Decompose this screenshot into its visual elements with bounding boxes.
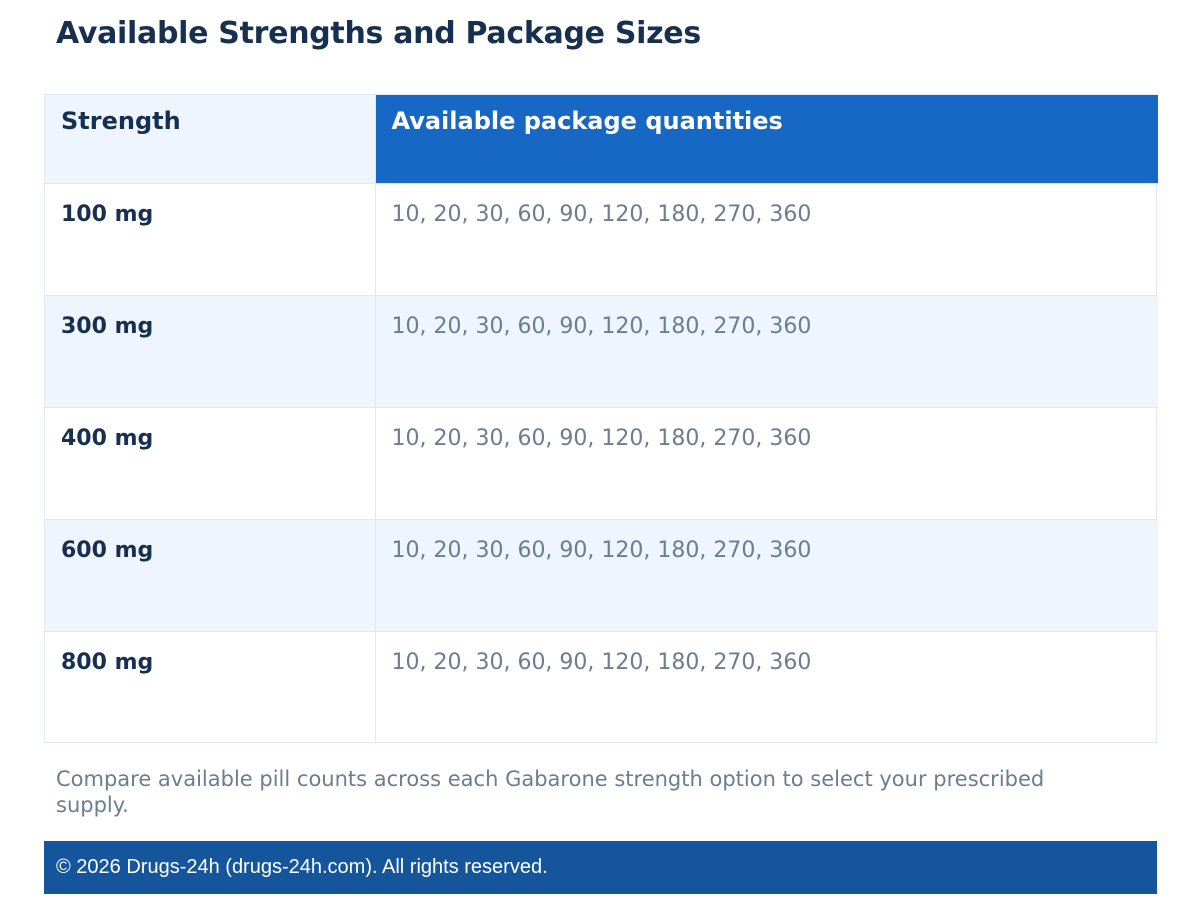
strength-cell: 800 mg: [45, 631, 376, 743]
table-caption: Compare available pill counts across eac…: [56, 767, 1045, 817]
strength-cell: 600 mg: [45, 519, 376, 632]
strength-cell: 100 mg: [45, 183, 376, 296]
table-row: 100 mg 10, 20, 30, 60, 90, 120, 180, 270…: [45, 183, 1158, 296]
table-row: 300 mg 10, 20, 30, 60, 90, 120, 180, 270…: [45, 295, 1158, 408]
page-footer: © 2026 Drugs-24h (drugs-24h.com). All ri…: [44, 841, 1157, 894]
table-row: 400 mg 10, 20, 30, 60, 90, 120, 180, 270…: [45, 407, 1158, 520]
strength-cell: 300 mg: [45, 295, 376, 408]
page-title: Available Strengths and Package Sizes: [56, 16, 701, 51]
quantities-cell: 10, 20, 30, 60, 90, 120, 180, 270, 360: [391, 649, 812, 675]
table-row: 800 mg 10, 20, 30, 60, 90, 120, 180, 270…: [45, 631, 1158, 743]
column-header-strength: Strength: [45, 95, 376, 184]
quantities-cell: 10, 20, 30, 60, 90, 120, 180, 270, 360: [375, 183, 1158, 296]
strengths-table-container: Strength Available package quantities 10…: [44, 94, 1158, 743]
column-header-quantities: Available package quantities: [375, 95, 1158, 184]
copyright-text: © 2026 Drugs-24h (drugs-24h.com). All ri…: [56, 856, 548, 878]
quantities-cell: 10, 20, 30, 60, 90, 120, 180, 270, 360: [375, 519, 1158, 632]
strengths-table: Strength Available package quantities 10…: [45, 95, 1158, 743]
quantities-cell: 10, 20, 30, 60, 90, 120, 180, 270, 360: [375, 407, 1158, 520]
table-header-row: Strength Available package quantities: [45, 95, 1158, 184]
strength-cell: 400 mg: [45, 407, 376, 520]
quantities-cell: 10, 20, 30, 60, 90, 120, 180, 270, 360: [375, 295, 1158, 408]
table-row: 600 mg 10, 20, 30, 60, 90, 120, 180, 270…: [45, 519, 1158, 632]
